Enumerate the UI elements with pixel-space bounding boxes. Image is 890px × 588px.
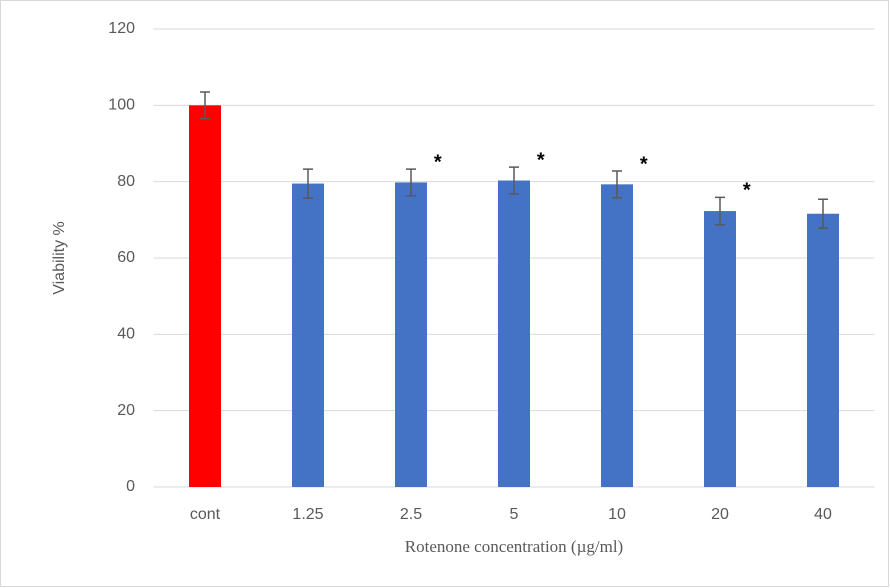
y-tick-label: 120 <box>108 20 135 37</box>
bar <box>704 211 736 487</box>
error-bar <box>200 91 210 120</box>
significance-marker: * <box>434 151 442 173</box>
x-tick-label: 1.25 <box>292 506 323 523</box>
error-bar <box>612 170 622 199</box>
error-bar <box>715 196 725 226</box>
y-tick-label: 100 <box>108 97 135 114</box>
bar <box>395 182 427 487</box>
error-bar <box>818 198 828 229</box>
x-tick-label: 2.5 <box>400 506 422 523</box>
y-axis-label: Viability % <box>51 221 68 295</box>
y-tick-label: 80 <box>117 173 135 190</box>
y-tick-label: 20 <box>117 402 135 419</box>
bar <box>189 105 221 487</box>
bar <box>292 183 324 487</box>
bar <box>498 180 530 487</box>
x-tick-label: 20 <box>711 506 729 523</box>
x-tick-label: 10 <box>608 506 626 523</box>
significance-marker: * <box>743 180 751 202</box>
significance-marker: * <box>537 149 545 171</box>
y-tick-label: 0 <box>126 478 135 495</box>
error-bar <box>406 168 416 197</box>
error-bar <box>509 166 519 195</box>
bar <box>807 213 839 487</box>
bar <box>601 184 633 488</box>
x-tick-label: 5 <box>510 506 519 523</box>
error-bar <box>303 168 313 199</box>
x-tick-label: 40 <box>814 506 832 523</box>
significance-marker: * <box>640 153 648 175</box>
x-axis-label: Rotenone concentration (µg/ml) <box>405 537 623 556</box>
x-tick-label: cont <box>190 506 221 523</box>
y-tick-label: 40 <box>117 326 135 343</box>
y-tick-label: 60 <box>117 249 135 266</box>
